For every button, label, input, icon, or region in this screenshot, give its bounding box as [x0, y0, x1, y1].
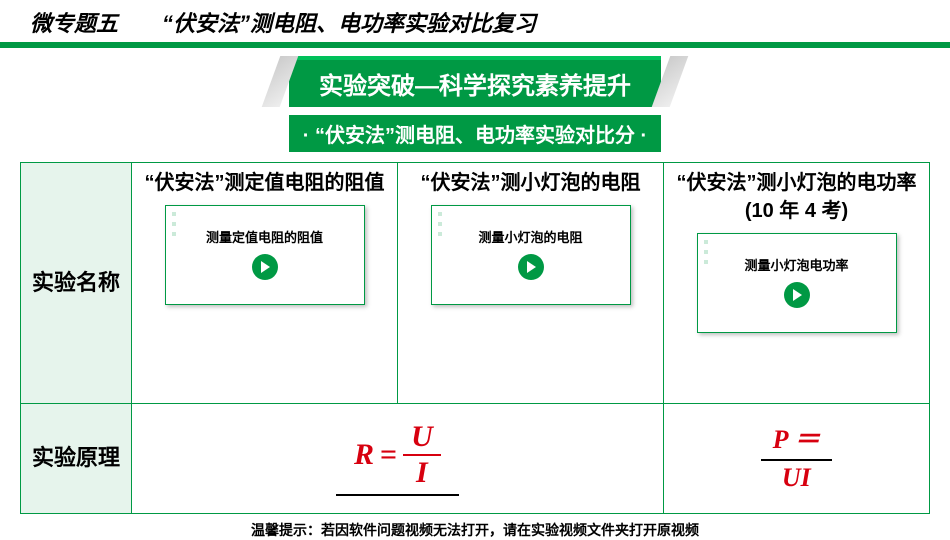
play-icon[interactable] [252, 254, 278, 280]
banner-area: 实验突破—科学探究素养提升 · “伏安法”测电阻、电功率实验对比分 · [0, 56, 950, 152]
col-3-title: “伏安法”测小灯泡的电功率 (10 年 4 考) [672, 169, 921, 225]
video-card-3[interactable]: 测量小灯泡电功率 [697, 233, 897, 333]
banner-sub: · “伏安法”测电阻、电功率实验对比分 · [289, 115, 661, 152]
banner-main: 实验突破—科学探究素养提升 [289, 56, 661, 107]
col-2-title: “伏安法”测小灯泡的电阻 [421, 169, 641, 197]
formula-p: P ＝ UI [761, 423, 832, 495]
video-card-1[interactable]: 测量定值电阻的阻值 [165, 205, 365, 305]
formula-p-line1: P ＝ [761, 423, 832, 461]
side-label-name: 实验名称 [21, 163, 131, 403]
col-3: “伏安法”测小灯泡的电功率 (10 年 4 考) 测量小灯泡电功率 [663, 163, 929, 403]
side-label-principle: 实验原理 [21, 404, 131, 513]
col-1-title: “伏安法”测定值电阻的阻值 [145, 169, 385, 197]
footnote: 温馨提示：若因软件问题视频无法打开，请在实验视频文件夹打开原视频 [0, 520, 950, 540]
formula-r-wrap: R = U I [336, 422, 459, 496]
fraction-den: I [416, 456, 428, 488]
video-label-2: 测量小灯泡的电阻 [478, 230, 582, 247]
formula-p-line2: UI [782, 463, 811, 492]
row-experiment-name: 实验名称 “伏安法”测定值电阻的阻值 测量定值电阻的阻值 “伏安法”测小灯泡的电… [21, 163, 929, 403]
formula-cell-r: R = U I [131, 404, 663, 513]
formula-r-lhs: R [354, 438, 374, 472]
fraction-num: U [403, 422, 441, 456]
play-icon[interactable] [784, 282, 810, 308]
comparison-table: 实验名称 “伏安法”测定值电阻的阻值 测量定值电阻的阻值 “伏安法”测小灯泡的电… [20, 162, 930, 514]
page-top-title: 微专题五 “伏安法”测电阻、电功率实验对比复习 [0, 0, 950, 48]
col-2: “伏安法”测小灯泡的电阻 测量小灯泡的电阻 [397, 163, 663, 403]
video-card-2[interactable]: 测量小灯泡的电阻 [431, 205, 631, 305]
fraction: U I [403, 422, 441, 488]
video-label-1: 测量定值电阻的阻值 [206, 230, 323, 247]
row-experiment-principle: 实验原理 R = U I P ＝ UI [21, 403, 929, 513]
col-1: “伏安法”测定值电阻的阻值 测量定值电阻的阻值 [131, 163, 397, 403]
formula-cell-p: P ＝ UI [663, 404, 929, 513]
play-icon[interactable] [518, 254, 544, 280]
video-label-3: 测量小灯泡电功率 [744, 258, 848, 275]
formula-r: R = U I [354, 422, 441, 488]
equals-sign: = [380, 438, 397, 472]
